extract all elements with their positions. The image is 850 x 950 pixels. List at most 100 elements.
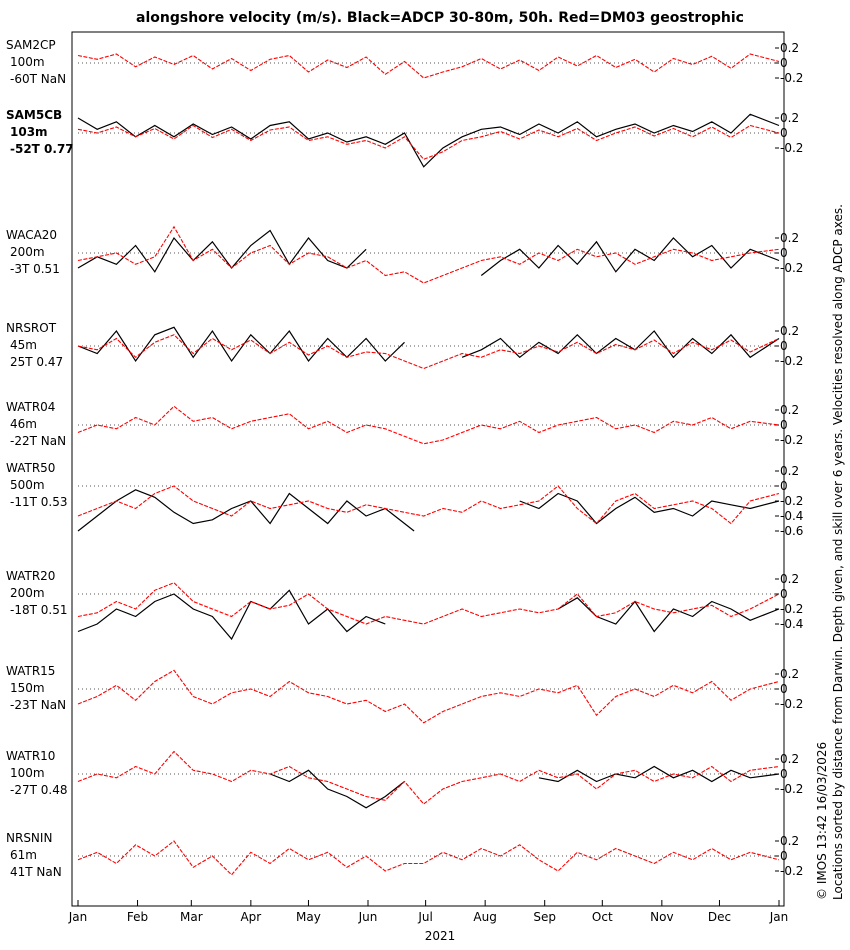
geostrophic-series-line xyxy=(77,669,780,724)
station-label-line: WATR10 xyxy=(6,749,55,763)
adcp-series-line xyxy=(461,330,780,359)
y-tick-label: -0.4 xyxy=(780,617,803,631)
station-label-line: 200m xyxy=(10,245,45,259)
panel-1: SAM5CB 103m -52T 0.77 0.20-0.2 xyxy=(6,108,803,168)
y-tick-label: -0.2 xyxy=(780,141,803,155)
y-tick-label: -0.6 xyxy=(780,524,803,538)
x-tick-label: Dec xyxy=(708,910,731,924)
station-label-line: 103m xyxy=(10,125,48,139)
y-tick-label: -0.4 xyxy=(780,509,803,523)
geostrophic-series-line xyxy=(77,225,780,284)
y-tick-label: -0.2 xyxy=(780,433,803,447)
geostrophic-series-line xyxy=(77,405,780,445)
x-tick-label: Jan xyxy=(769,910,789,924)
geostrophic-series-line xyxy=(77,53,780,79)
x-tick-label: Jun xyxy=(358,910,378,924)
panel-5: WATR50 500m -11T 0.53 0.20-0.2-0.4-0.6 xyxy=(6,461,803,538)
adcp-series-line xyxy=(538,765,780,783)
y-tick-label: -0.2 xyxy=(780,494,803,508)
y-tick-label: 0.2 xyxy=(780,403,799,417)
panel-3: NRSROT 45m 25T 0.47 0.20-0.2 xyxy=(6,321,803,370)
station-label-line: -52T 0.77 xyxy=(10,142,74,156)
station-label-line: SAM2CP xyxy=(6,38,56,52)
plot-frame xyxy=(71,31,785,907)
x-tick-label: May xyxy=(296,910,321,924)
y-tick-label: 0 xyxy=(780,767,788,781)
y-tick-label: 0.2 xyxy=(780,231,799,245)
y-tick-label: -0.2 xyxy=(780,602,803,616)
y-tick-label: 0.2 xyxy=(780,667,799,681)
panel-0: SAM2CP 100m -60T NaN 0.20-0.2 xyxy=(6,38,803,86)
x-tick-label: Jul xyxy=(417,910,432,924)
y-tick-label: 0.2 xyxy=(780,111,799,125)
y-tick-label: 0 xyxy=(780,418,788,432)
geostrophic-series-line xyxy=(77,840,780,876)
station-label-line: 100m xyxy=(10,55,45,69)
x-tick-label: Apr xyxy=(240,910,261,924)
y-tick-label: -0.2 xyxy=(780,782,803,796)
y-tick-label: 0 xyxy=(780,246,788,260)
y-tick-label: 0 xyxy=(780,479,788,493)
y-tick-label: 0 xyxy=(780,849,788,863)
adcp-series-line xyxy=(557,597,780,633)
geostrophic-series-line xyxy=(77,485,780,525)
y-tick-label: 0.2 xyxy=(780,464,799,478)
station-label-line: -27T 0.48 xyxy=(10,783,67,797)
station-label-line: WATR04 xyxy=(6,400,55,414)
y-tick-label: -0.2 xyxy=(780,261,803,275)
side-note: © IMOS 13:42 16/03/2026 Locations sorted… xyxy=(815,204,845,900)
geostrophic-series-line xyxy=(77,750,780,805)
y-tick-label: 0 xyxy=(780,339,788,353)
x-axis: Jan Feb Mar Apr May Jun Jul Aug Sep Oct Nov Dec Jan xyxy=(68,900,789,924)
station-label-line: -22T NaN xyxy=(10,434,66,448)
station-label-line: 46m xyxy=(10,417,37,431)
station-label-line: 45m xyxy=(10,338,37,352)
y-tick-label: -0.2 xyxy=(780,697,803,711)
y-tick-label: 0.2 xyxy=(780,572,799,586)
geostrophic-series-line xyxy=(77,334,780,370)
adcp-series-line xyxy=(77,589,386,641)
station-label-line: WATR15 xyxy=(6,664,55,678)
adcp-series-line xyxy=(519,492,780,525)
y-tick-label: 0.2 xyxy=(780,834,799,848)
adcp-series-line xyxy=(77,113,780,168)
panel-2: WACA20 200m -3T 0.51 0.20-0.2 xyxy=(6,225,803,284)
panel-7: WATR15 150m -23T NaN 0.20-0.2 xyxy=(6,664,803,724)
y-tick-label: 0 xyxy=(780,126,788,140)
y-tick-label: -0.2 xyxy=(780,354,803,368)
station-label-line: -60T NaN xyxy=(10,72,66,86)
geostrophic-series-line xyxy=(77,582,780,625)
station-label-line: 61m xyxy=(10,848,37,862)
panel-4: WATR04 46m -22T NaN 0.20-0.2 xyxy=(6,400,803,448)
panel-6: WATR20 200m -18T 0.51 0.20-0.2-0.4 xyxy=(6,569,803,641)
y-tick-label: 0 xyxy=(780,682,788,696)
y-tick-label: 0.2 xyxy=(780,324,799,338)
adcp-series-line xyxy=(269,769,405,809)
x-tick-label: Sep xyxy=(533,910,556,924)
side-note-line1: © IMOS 13:42 16/03/2026 xyxy=(815,742,829,900)
panel-8: WATR10 100m -27T 0.48 0.20-0.2 xyxy=(6,749,803,809)
station-label-line: -3T 0.51 xyxy=(10,262,60,276)
x-tick-label: Aug xyxy=(473,910,496,924)
x-tick-label: Mar xyxy=(180,910,203,924)
chart-title: alongshore velocity (m/s). Black=ADCP 30… xyxy=(136,10,744,26)
station-label-line: WATR20 xyxy=(6,569,55,583)
x-axis-label: 2021 xyxy=(425,929,456,943)
adcp-series-line xyxy=(77,489,415,532)
y-tick-label: -0.2 xyxy=(780,71,803,85)
y-tick-label: -0.2 xyxy=(780,864,803,878)
y-tick-label: 0 xyxy=(780,56,788,70)
station-label-line: 25T 0.47 xyxy=(10,355,63,369)
station-label-line: WATR50 xyxy=(6,461,55,475)
x-tick-label: Feb xyxy=(127,910,148,924)
y-tick-label: 0.2 xyxy=(780,41,799,55)
station-label-line: NRSNIN xyxy=(6,831,52,845)
station-label-line: -18T 0.51 xyxy=(10,603,67,617)
adcp-series-line xyxy=(77,326,405,363)
station-label-line: 500m xyxy=(10,478,45,492)
x-tick-label: Nov xyxy=(650,910,673,924)
station-label-line: NRSROT xyxy=(6,321,57,335)
x-tick-label: Oct xyxy=(592,910,613,924)
